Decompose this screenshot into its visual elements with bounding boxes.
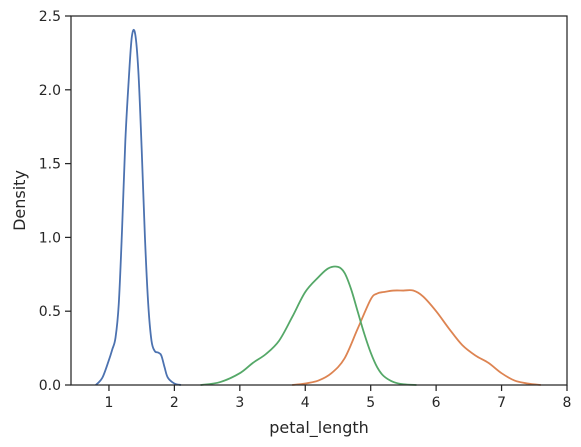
density-curve-2 bbox=[292, 289, 541, 386]
density-curve-1 bbox=[95, 29, 182, 386]
y-tick-label: 1.0 bbox=[39, 230, 61, 246]
density-curve-3 bbox=[200, 265, 417, 386]
x-tick-label: 3 bbox=[235, 395, 244, 411]
x-tick-label: 6 bbox=[432, 395, 441, 411]
x-tick-label: 4 bbox=[301, 395, 310, 411]
y-axis-ticks: 0.0 0.5 1.0 1.5 2.0 2.5 bbox=[39, 9, 71, 394]
x-tick-label: 7 bbox=[497, 395, 506, 411]
y-tick-label: 1.5 bbox=[39, 157, 61, 173]
x-tick-label: 5 bbox=[366, 395, 375, 411]
series-layer bbox=[95, 29, 541, 386]
x-tick-label: 2 bbox=[170, 395, 179, 411]
x-tick-label: 8 bbox=[563, 395, 572, 411]
y-tick-label: 0.0 bbox=[39, 378, 61, 394]
y-axis-label: Density bbox=[10, 170, 29, 231]
y-tick-label: 2.5 bbox=[39, 9, 61, 25]
x-axis-ticks: 1 2 3 4 5 6 7 8 bbox=[104, 385, 571, 411]
x-tick-label: 1 bbox=[104, 395, 113, 411]
y-tick-label: 0.5 bbox=[39, 304, 61, 320]
y-tick-label: 2.0 bbox=[39, 83, 61, 99]
x-axis-label: petal_length bbox=[269, 418, 369, 438]
plot-frame bbox=[70, 15, 568, 386]
